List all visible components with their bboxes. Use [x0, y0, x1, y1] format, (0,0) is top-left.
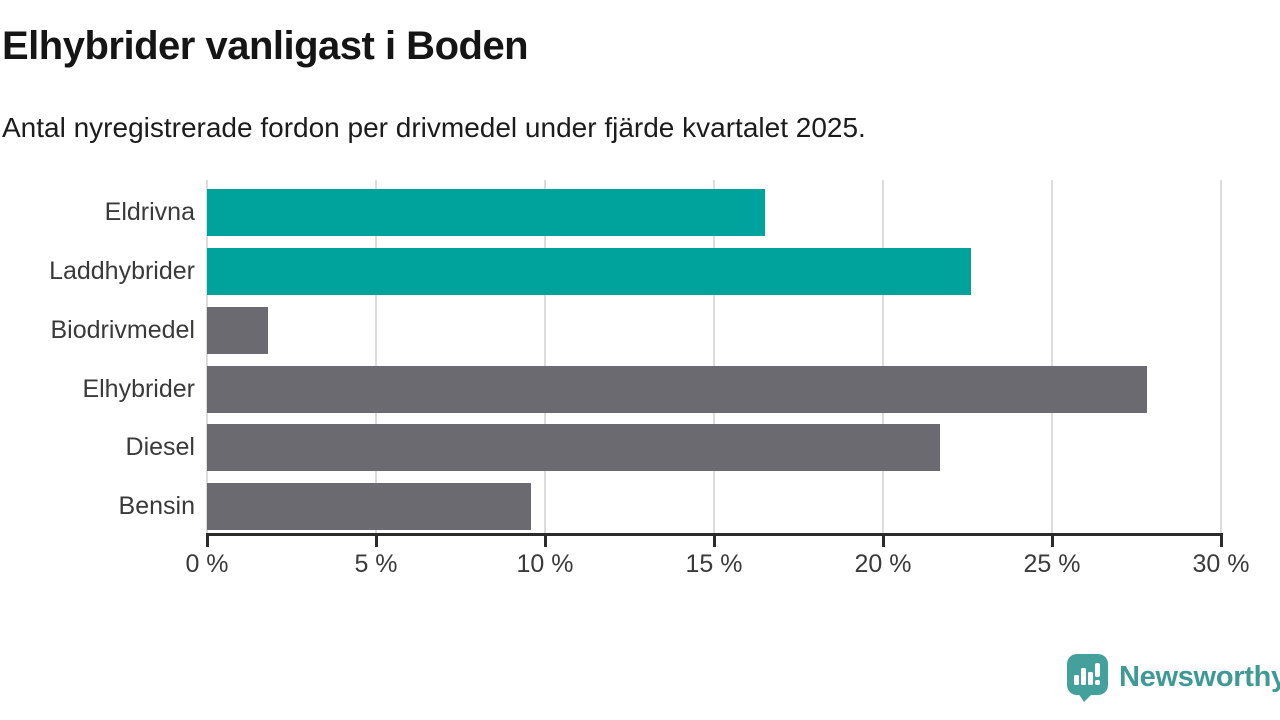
gridline — [1220, 180, 1222, 533]
category-label: Eldrivna — [104, 198, 195, 226]
gridline — [1051, 180, 1053, 533]
x-axis-tick — [713, 536, 716, 547]
newsworthy-logo-icon — [1067, 654, 1108, 702]
x-axis-tick — [882, 536, 885, 547]
x-axis-tick-label: 20 % — [854, 550, 912, 578]
bar-bensin — [207, 483, 532, 531]
gridline — [713, 180, 715, 533]
category-label: Biodrivmedel — [50, 315, 195, 344]
bar-row: Elhybrider — [0, 365, 1280, 413]
chart-title: Elhybrider vanligast i Boden — [2, 24, 529, 68]
bar-row: Laddhybrider — [0, 247, 1280, 295]
bar-row: Bensin — [0, 483, 1280, 531]
gridline — [375, 180, 377, 533]
x-axis-tick-label: 5 % — [354, 550, 398, 578]
bar-elhybrider — [207, 365, 1147, 413]
bar-laddhybrider — [207, 247, 971, 295]
x-axis-tick — [1051, 536, 1054, 547]
chart-subtitle: Antal nyregistrerade fordon per drivmede… — [2, 112, 866, 143]
bar-eldrivna — [207, 189, 765, 236]
category-label: Diesel — [125, 433, 195, 462]
gridline — [544, 180, 546, 533]
bar-row: Eldrivna — [0, 189, 1280, 236]
bar-biodrivmedel — [207, 306, 268, 354]
x-axis-tick — [206, 536, 209, 547]
x-axis-tick — [1220, 536, 1223, 547]
gridline — [206, 180, 208, 533]
bar-row: Diesel — [0, 424, 1280, 472]
newsworthy-logo[interactable]: Newsworthy — [1066, 653, 1280, 702]
x-axis-tick-label: 10 % — [516, 550, 574, 578]
x-axis-tick — [375, 536, 378, 547]
gridline — [882, 180, 884, 533]
x-axis-line — [206, 533, 1223, 536]
x-axis-tick-label: 30 % — [1192, 550, 1250, 578]
category-label: Bensin — [118, 492, 195, 521]
x-axis-tick — [544, 536, 547, 547]
bar-diesel — [207, 424, 941, 472]
newsworthy-logo-text: Newsworthy — [1119, 661, 1280, 693]
x-axis-tick-label: 25 % — [1023, 550, 1081, 578]
x-axis-tick-label: 15 % — [685, 550, 743, 578]
bar-row: Biodrivmedel — [0, 306, 1280, 354]
category-label: Elhybrider — [82, 374, 195, 403]
category-label: Laddhybrider — [49, 256, 195, 285]
x-axis-tick-label: 0 % — [185, 550, 229, 578]
